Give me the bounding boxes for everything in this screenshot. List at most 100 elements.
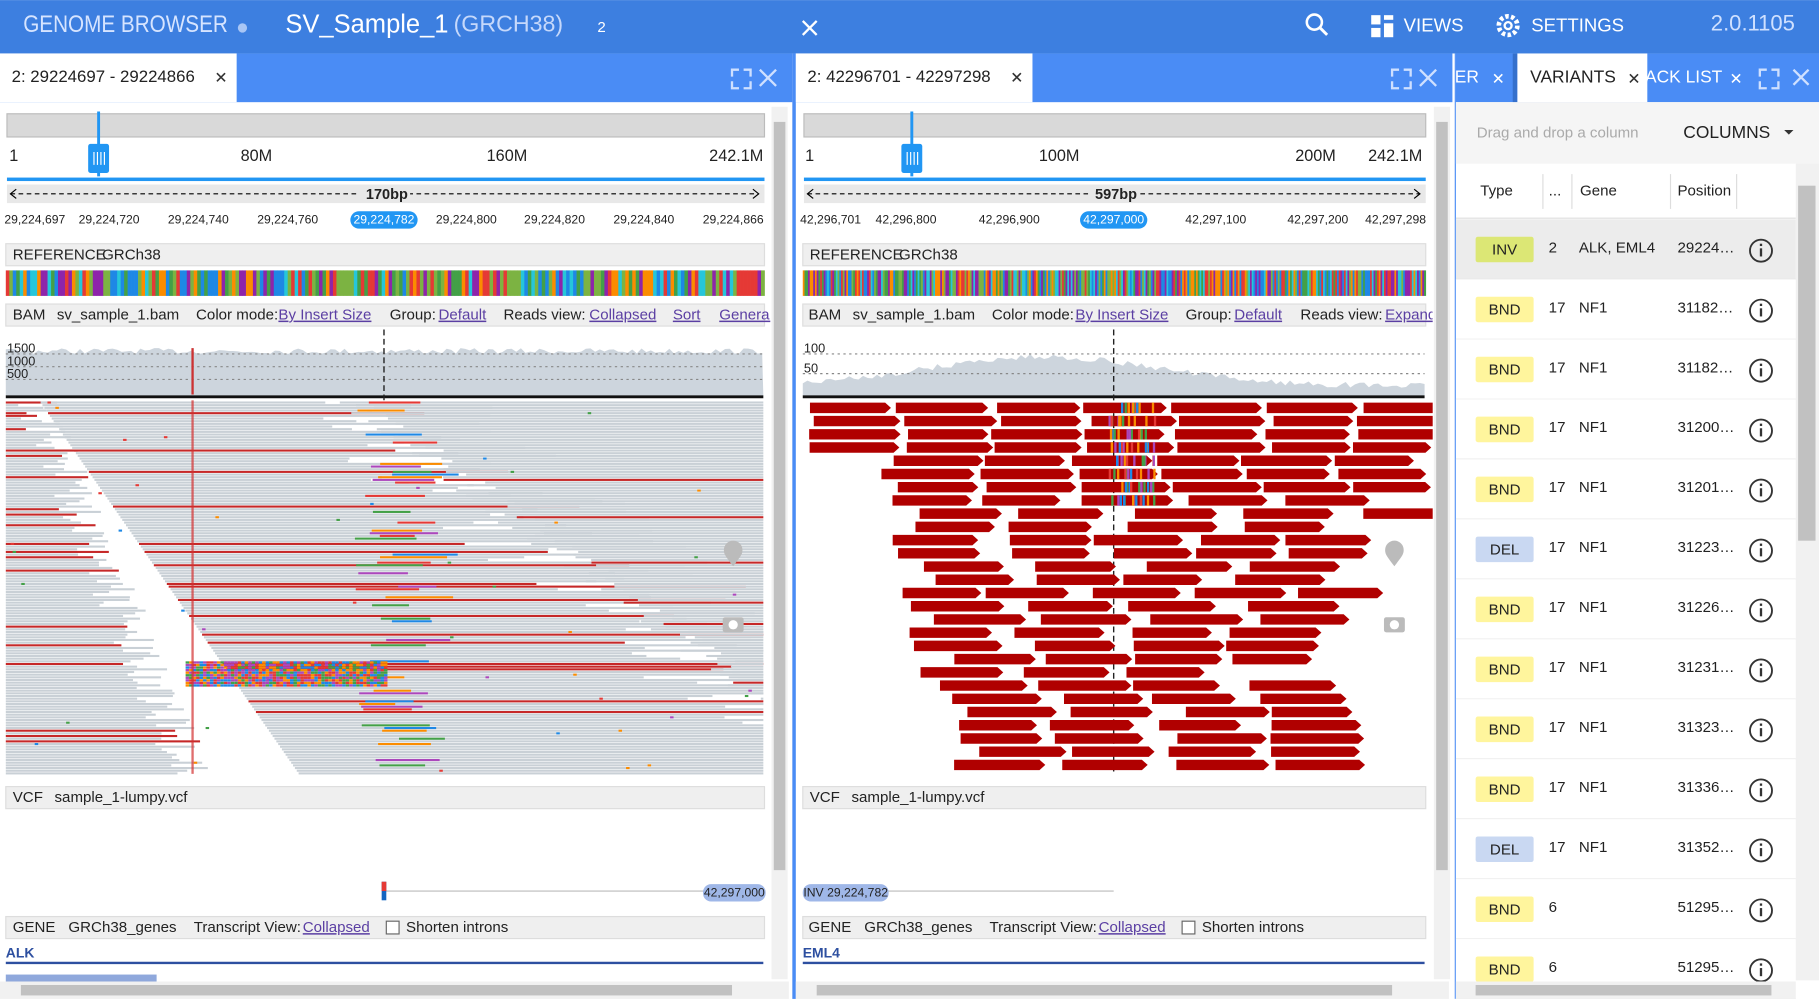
info-icon[interactable] [1749,718,1773,743]
read [5,406,44,409]
variant-chr: 17 [1549,839,1566,856]
mismatch-block [269,663,273,667]
v-scroll-thumb[interactable] [1798,185,1816,541]
info-icon-bar [1759,248,1763,257]
tab-close[interactable] [1629,73,1639,84]
panel-tab[interactable] [0,53,237,103]
track-option-link[interactable]: Expanded [1385,307,1453,324]
reference-base [566,270,570,296]
search-icon[interactable] [1305,13,1324,31]
settings-button[interactable]: SETTINGS [1531,15,1624,36]
info-icon[interactable] [1749,598,1773,623]
read [1334,455,1414,466]
reference-base [298,270,302,296]
reference-base [839,270,842,296]
track-option-link[interactable]: General [719,307,773,324]
variants-tab[interactable]: ACK LIST [1645,66,1723,86]
info-icon[interactable] [1749,478,1773,503]
v-scroll-thumb[interactable] [773,121,786,871]
variants-tab[interactable]: ER [1455,66,1479,86]
read [5,716,146,719]
mismatch-block [216,674,221,677]
chromosome-label: 160M [487,147,528,165]
track-option-link[interactable]: Collapsed [1099,919,1166,936]
info-icon[interactable] [1749,358,1773,383]
reference-base [924,270,927,296]
panel-close[interactable] [759,68,777,87]
tab-close[interactable] [1731,73,1741,84]
mismatch-block [366,676,371,679]
variants-tab-active[interactable] [1517,53,1648,103]
info-icon[interactable] [1749,298,1773,323]
panel-tab[interactable] [795,53,1033,103]
info-icon[interactable] [1749,958,1773,983]
info-icon[interactable] [1749,898,1773,923]
position-tick: 29,224,800 [436,213,497,227]
mismatch [193,761,198,764]
mismatch [98,492,102,495]
track-option-link[interactable]: Sort [673,307,701,324]
fullscreen-icon[interactable] [1390,68,1412,90]
track-option-link[interactable]: Collapsed [303,919,370,936]
reference-base [1411,270,1414,296]
read [727,684,764,687]
column-header[interactable]: Gene [1580,182,1617,199]
coverage-spike [191,348,194,395]
read [904,415,998,427]
mismatch [1126,442,1129,453]
variant-type: BND [1489,422,1521,439]
mismatch-block [265,661,270,664]
mismatch-block [310,668,315,672]
info-icon[interactable] [1749,838,1773,863]
info-icon[interactable] [1749,778,1773,803]
track-option-link[interactable]: By Insert Size [1075,307,1168,324]
column-header[interactable]: Type [1480,182,1513,199]
mismatch-block [380,617,431,620]
tab-close[interactable] [1012,72,1022,82]
variants-tab[interactable]: VARIANTS [1530,66,1616,86]
reference-base [339,270,344,296]
info-icon-dot [1759,303,1763,306]
h-scroll-thumb[interactable] [1475,984,1772,996]
read [87,468,480,471]
reference-base [538,270,543,296]
reference-base [110,270,115,296]
h-scroll-thumb[interactable] [816,984,1393,996]
reference-base [999,270,1002,296]
mismatch [1133,415,1136,427]
column-header[interactable]: ... [1549,182,1562,199]
mismatch-block [286,676,291,679]
reference-base [888,270,891,296]
tab-close[interactable] [216,72,226,82]
v-scroll-thumb[interactable] [1436,121,1448,871]
mismatch-block [363,681,367,685]
panel-close[interactable] [1419,68,1437,87]
column-header[interactable]: Position [1677,182,1731,199]
track-option-link[interactable]: Collapsed [589,307,656,324]
mismatch-block [373,689,412,692]
fullscreen-icon[interactable] [730,68,752,90]
reference-base [954,270,957,296]
fullscreen-icon[interactable] [1758,68,1780,90]
mismatch-block [216,666,221,669]
info-icon[interactable] [1749,658,1773,683]
panel-close[interactable] [1792,68,1810,86]
read [1177,733,1267,744]
mismatch-block [234,676,238,679]
tab-close[interactable] [1493,73,1503,84]
info-icon[interactable] [1749,538,1773,563]
columns-button[interactable]: COLUMNS [1683,122,1770,142]
views-button[interactable]: VIEWS [1404,15,1464,36]
read [5,428,26,431]
track-option-link[interactable]: Default [439,307,488,324]
info-icon[interactable] [1749,238,1773,263]
reference-base [1246,270,1249,296]
close-session[interactable] [801,20,818,36]
h-scroll-thumb[interactable] [20,984,733,996]
reference-base [1368,270,1371,296]
info-icon[interactable] [1749,418,1773,443]
track-option-link[interactable]: By Insert Size [278,307,371,324]
mismatch-block [293,676,297,679]
read [809,442,900,453]
track-option-link[interactable]: Default [1234,307,1283,324]
